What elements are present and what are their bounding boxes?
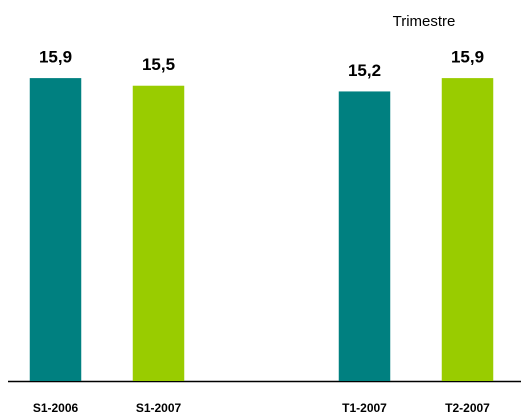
x-tick-label: T1-2007 — [342, 401, 387, 415]
bar — [338, 91, 391, 381]
value-label: 15,5 — [142, 55, 175, 74]
bar — [29, 78, 82, 381]
bar — [441, 78, 494, 381]
value-label: 15,2 — [348, 61, 381, 80]
bar — [132, 85, 185, 381]
x-tick-label: S1-2007 — [136, 401, 182, 415]
annotation: Trimestre — [393, 13, 456, 30]
x-tick-label: T2-2007 — [445, 401, 490, 415]
value-label: 15,9 — [39, 48, 72, 67]
value-label: 15,9 — [451, 48, 484, 67]
x-tick-label: S1-2006 — [33, 401, 79, 415]
